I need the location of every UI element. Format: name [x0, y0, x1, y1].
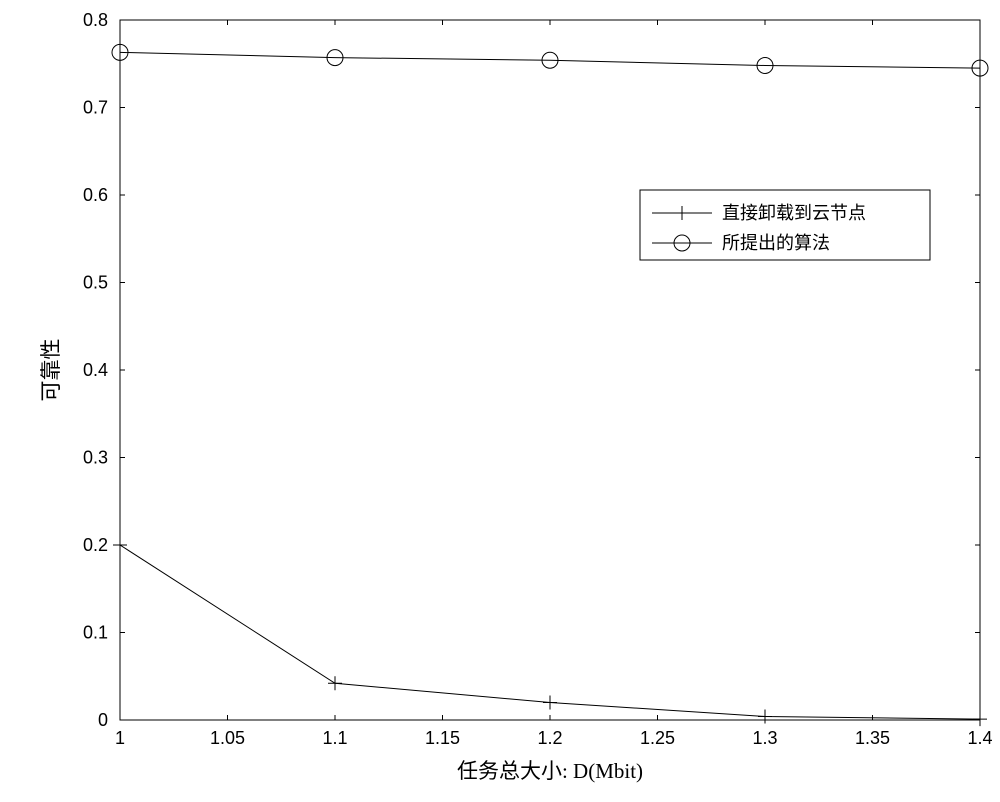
- xtick-label: 1.05: [210, 728, 245, 748]
- chart-container: 1 1.05 1.1 1.15 1.2 1.25 1.3 1.35 1.4 0 0.1 0.2 0.3 0…: [0, 0, 1000, 802]
- ytick-label: 0.7: [83, 98, 108, 118]
- ytick-label: 0.6: [83, 185, 108, 205]
- xtick-label: 1.2: [537, 728, 562, 748]
- xtick-label: 1.35: [855, 728, 890, 748]
- xtick-label: 1.1: [322, 728, 347, 748]
- xtick-label: 1.3: [752, 728, 777, 748]
- ytick-label: 0.5: [83, 273, 108, 293]
- line-chart: 1 1.05 1.1 1.15 1.2 1.25 1.3 1.35 1.4 0 0.1 0.2 0.3 0…: [0, 0, 1000, 802]
- legend-item-label: 所提出的算法: [722, 233, 830, 253]
- ytick-label: 0.1: [83, 623, 108, 643]
- ytick-label: 0.2: [83, 535, 108, 555]
- ytick-label: 0.8: [83, 10, 108, 30]
- x-axis-label: 任务总大小: D(Mbit): [457, 759, 643, 783]
- xtick-label: 1: [115, 728, 125, 748]
- xtick-label: 1.4: [967, 728, 992, 748]
- chart-bg: [0, 0, 1000, 802]
- ytick-label: 0.4: [83, 360, 108, 380]
- y-axis-label: 可靠性: [39, 339, 63, 402]
- xtick-label: 1.15: [425, 728, 460, 748]
- ytick-label: 0: [98, 710, 108, 730]
- xtick-label: 1.25: [640, 728, 675, 748]
- legend-item-label: 直接卸载到云节点: [722, 203, 866, 223]
- ytick-label: 0.3: [83, 448, 108, 468]
